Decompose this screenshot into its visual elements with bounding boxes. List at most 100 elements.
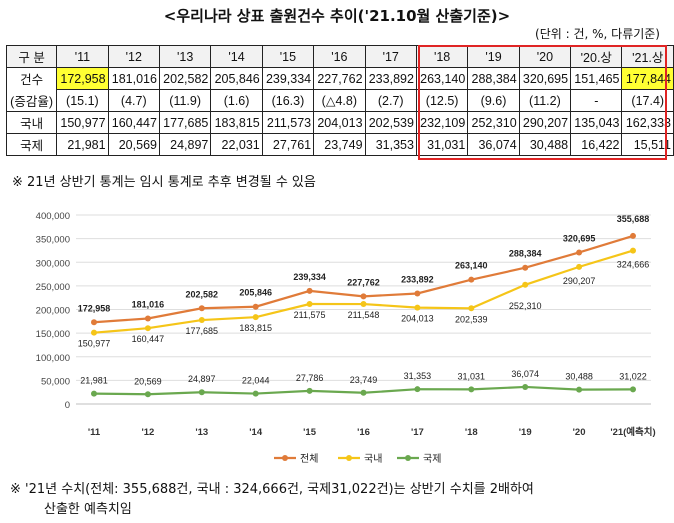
data-point — [306, 287, 313, 294]
y-tick-label: 200,000 — [36, 306, 70, 317]
data-point — [252, 314, 259, 321]
data-label: 172,958 — [78, 303, 111, 313]
y-tick-label: 100,000 — [36, 353, 70, 364]
data-label: 324,666 — [617, 260, 650, 270]
row-label-total: 건수 — [5, 67, 58, 90]
table-cell: (11.9) — [158, 89, 212, 112]
x-tick-label: '20 — [573, 427, 586, 438]
data-label: 211,548 — [348, 310, 380, 320]
page-title: <우리나라 상표 출원건수 추이('21.10월 산출기준)> — [163, 7, 511, 25]
table-cell: (△4.8) — [313, 89, 366, 112]
x-tick-label: '18 — [465, 427, 478, 438]
col-header: '13 — [158, 45, 212, 68]
table-cell: 21,981 — [56, 133, 109, 156]
table-cell: 36,074 — [467, 133, 520, 156]
data-point — [576, 249, 583, 256]
data-point — [522, 281, 529, 288]
table-cell: (11.2) — [518, 89, 572, 112]
data-point — [91, 390, 97, 397]
footnote-forecast-line2: 산출한 예측치임 — [44, 502, 132, 517]
col-header: '16 — [313, 45, 366, 68]
table-cell: (4.7) — [107, 89, 160, 112]
x-tick-label: '11 — [88, 427, 101, 438]
data-point — [468, 276, 475, 283]
data-label: 20,569 — [134, 376, 162, 386]
data-point — [468, 386, 475, 393]
table-cell: 160,447 — [107, 111, 160, 134]
data-point — [198, 305, 205, 312]
legend-label: 국제 — [423, 453, 441, 465]
table-cell: (15.1) — [56, 89, 109, 112]
x-tick-label: '14 — [249, 427, 263, 438]
stats-table: 구 분 '11 '12 '13 '14 '15 '16 '17 '18 '19 … — [5, 45, 674, 156]
data-label: 36,074 — [511, 369, 539, 379]
data-label: 205,846 — [239, 288, 272, 298]
data-label: 27,786 — [296, 373, 324, 383]
table-cell: 290,207 — [518, 111, 572, 134]
data-label: 288,384 — [509, 249, 542, 259]
data-label: 252,310 — [509, 301, 542, 311]
col-header: '15 — [261, 45, 315, 68]
x-tick-label: '21(예측치) — [610, 426, 655, 438]
data-label: 21,981 — [80, 376, 108, 386]
data-label: 204,013 — [401, 314, 434, 324]
table-row-international: 국제 21,981 20,569 24,897 22,031 27,761 23… — [5, 133, 674, 156]
data-label: 202,539 — [455, 314, 488, 324]
x-tick-label: '17 — [411, 427, 424, 438]
table-cell: 172,958 — [56, 67, 109, 90]
table-cell: 15,511 — [621, 133, 674, 156]
data-point — [144, 391, 151, 398]
row-label-domestic: 국내 — [5, 111, 58, 134]
table-cell: 263,140 — [415, 67, 469, 90]
data-label: 177,685 — [186, 326, 219, 336]
data-label: 150,977 — [78, 339, 111, 349]
x-tick-label: '13 — [195, 427, 208, 438]
data-label: 31,353 — [404, 371, 432, 381]
data-label: 239,334 — [293, 272, 326, 282]
data-label: 320,695 — [563, 233, 596, 243]
y-tick-label: 350,000 — [36, 235, 70, 246]
table-cell: 320,695 — [518, 67, 572, 90]
col-header: '11 — [56, 45, 109, 68]
legend-marker — [282, 455, 288, 461]
table-cell: 150,977 — [56, 111, 109, 134]
col-header: '14 — [210, 45, 263, 68]
data-point — [576, 386, 583, 393]
col-header: '18 — [415, 45, 469, 68]
data-point — [360, 389, 367, 396]
legend-marker — [346, 455, 352, 461]
data-label: 290,207 — [563, 276, 596, 286]
data-point — [522, 264, 529, 271]
table-cell: (9.6) — [467, 89, 520, 112]
table-cell: 205,846 — [210, 67, 263, 90]
x-tick-label: '12 — [141, 427, 154, 438]
table-cell: 177,844 — [621, 67, 674, 90]
data-point — [414, 304, 421, 311]
x-tick-label: '15 — [303, 427, 317, 438]
data-label: 24,897 — [188, 374, 216, 384]
table-cell: 23,749 — [313, 133, 366, 156]
table-cell: 252,310 — [467, 111, 520, 134]
data-point — [360, 301, 367, 308]
table-row-domestic: 국내 150,977 160,447 177,685 183,815 211,5… — [5, 111, 674, 134]
table-header-row: 구 분 '11 '12 '13 '14 '15 '16 '17 '18 '19 … — [5, 45, 674, 68]
table-cell: (16.3) — [261, 89, 315, 112]
data-point — [576, 263, 583, 270]
x-tick-label: '16 — [357, 427, 370, 438]
data-label: 22,044 — [242, 376, 270, 386]
data-label: 355,688 — [617, 214, 650, 224]
data-point — [414, 386, 421, 393]
data-point — [91, 329, 97, 336]
data-label: 31,022 — [619, 371, 647, 381]
data-label: 23,749 — [350, 375, 378, 385]
y-tick-label: 150,000 — [36, 329, 70, 340]
table-cell: 16,422 — [570, 133, 623, 156]
table-cell: 233,892 — [364, 67, 417, 90]
data-point — [144, 315, 151, 322]
table-cell: 151,465 — [570, 67, 623, 90]
row-label-rate: (증감율) — [5, 89, 58, 112]
table-cell: 181,016 — [107, 67, 160, 90]
data-point — [468, 305, 475, 312]
data-point — [630, 232, 636, 239]
data-label: 211,575 — [294, 310, 326, 320]
